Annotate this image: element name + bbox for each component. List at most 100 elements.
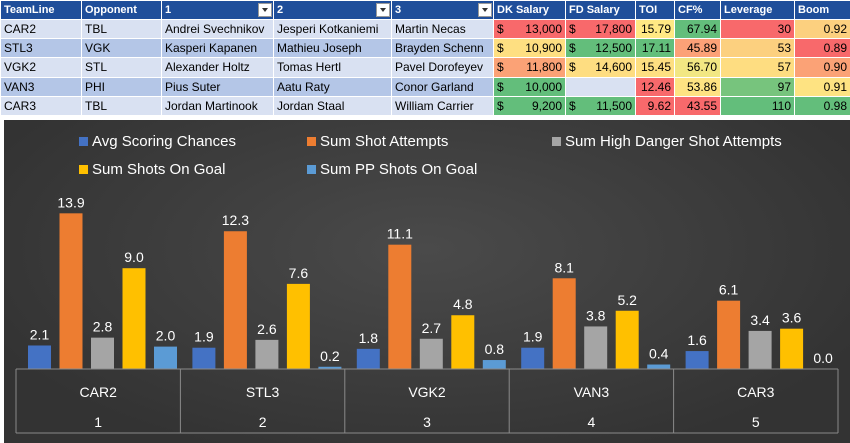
cell-boom[interactable]: 0.98 <box>794 95 850 117</box>
salary-value: 9,200 <box>531 98 562 113</box>
cell-teamline[interactable]: VGK2 <box>0 57 82 78</box>
cell-player2[interactable]: Mathieu Joseph <box>273 38 392 59</box>
legend-swatch <box>79 137 88 146</box>
cell-leverage[interactable]: 53 <box>720 38 795 59</box>
cell-opponent[interactable]: STL <box>81 57 162 78</box>
cell-boom[interactable]: 0.90 <box>794 57 850 78</box>
cell-boom[interactable]: 0.91 <box>794 76 850 97</box>
cell-dk-salary[interactable]: $10,000 <box>493 76 566 97</box>
currency-symbol: $ <box>569 60 576 75</box>
cell-dk-salary[interactable]: $13,000 <box>493 18 566 40</box>
cell-toi[interactable]: 15.79 <box>635 18 675 40</box>
cell-leverage[interactable]: 97 <box>720 76 795 97</box>
cell-teamline[interactable]: CAR2 <box>0 18 82 40</box>
cell-fd-salary[interactable]: $11,500 <box>565 95 636 117</box>
cell-teamline[interactable]: VAN3 <box>0 76 82 97</box>
filter-dropdown-icon[interactable] <box>478 3 492 17</box>
bar <box>255 339 279 369</box>
bar <box>419 338 443 369</box>
col-header-boom: Boom <box>794 0 850 20</box>
cell-player1[interactable]: Andrei Svechnikov <box>161 18 274 40</box>
cell-player1[interactable]: Alexander Holtz <box>161 57 274 78</box>
category-sub-label: 1 <box>94 414 102 430</box>
cell-leverage[interactable]: 57 <box>720 57 795 78</box>
category-label: CAR2 <box>80 384 118 400</box>
bar <box>685 351 709 369</box>
cell-boom[interactable]: 0.89 <box>794 38 850 59</box>
cell-fd-salary[interactable]: $14,600 <box>565 57 636 78</box>
cell-opponent[interactable]: VGK <box>81 38 162 59</box>
data-label: 5.2 <box>617 292 637 308</box>
cell-player3[interactable]: Pavel Dorofeyev <box>391 57 494 78</box>
bar <box>223 231 247 369</box>
col-header-dk-salary: DK Salary <box>493 0 566 20</box>
cell-dk-salary[interactable]: $10,900 <box>493 38 566 59</box>
legend-label: Sum PP Shots On Goal <box>320 161 477 178</box>
bar <box>388 244 412 369</box>
cell-fd-salary[interactable]: $17,800 <box>565 18 636 40</box>
data-label: 1.8 <box>359 330 379 346</box>
bar <box>122 268 146 369</box>
bar <box>552 278 576 369</box>
cell-fd-salary[interactable]: $12,500 <box>565 38 636 59</box>
data-label: 7.6 <box>289 265 309 281</box>
cell-player2[interactable]: Jordan Staal <box>273 95 392 117</box>
cell-toi[interactable]: 12.46 <box>635 76 675 97</box>
cell-fd-salary[interactable] <box>565 76 636 97</box>
cell-cf[interactable]: 53.86 <box>674 76 721 97</box>
legend-swatch <box>307 165 316 174</box>
cell-dk-salary[interactable]: $11,800 <box>493 57 566 78</box>
cell-boom[interactable]: 0.92 <box>794 18 850 40</box>
salary-value: 14,600 <box>595 60 632 75</box>
data-label: 3.4 <box>750 312 770 328</box>
cell-player3[interactable]: William Carrier <box>391 95 494 117</box>
col-header-opponent: Opponent <box>81 0 162 20</box>
cell-opponent[interactable]: PHI <box>81 76 162 97</box>
data-label: 12.3 <box>222 212 249 228</box>
cell-leverage[interactable]: 110 <box>720 95 795 117</box>
filter-dropdown-icon[interactable] <box>376 3 390 17</box>
bar <box>154 346 177 369</box>
bar <box>647 364 671 369</box>
header-row: TeamLine Opponent 1 2 3 DK Salary FD Sal… <box>0 0 850 20</box>
cell-player2[interactable]: Jesperi Kotkaniemi <box>273 18 392 40</box>
salary-value: 17,800 <box>595 22 632 37</box>
currency-symbol: $ <box>497 41 504 56</box>
data-label: 13.9 <box>57 194 84 210</box>
cell-player2[interactable]: Aatu Raty <box>273 76 392 97</box>
cell-teamline[interactable]: CAR3 <box>0 95 82 117</box>
bar <box>192 347 216 369</box>
data-label: 3.6 <box>782 310 802 326</box>
cell-opponent[interactable]: TBL <box>81 18 162 40</box>
cell-leverage[interactable]: 30 <box>720 18 795 40</box>
legend-swatch <box>552 137 561 146</box>
filter-dropdown-icon[interactable] <box>258 3 272 17</box>
cell-player1[interactable]: Kasperi Kapanen <box>161 38 274 59</box>
cell-player2[interactable]: Tomas Hertl <box>273 57 392 78</box>
cell-opponent[interactable]: TBL <box>81 95 162 117</box>
category-label: VAN3 <box>574 384 610 400</box>
cell-toi[interactable]: 9.62 <box>635 95 675 117</box>
currency-symbol: $ <box>569 22 576 37</box>
cell-dk-salary[interactable]: $9,200 <box>493 95 566 117</box>
cell-cf[interactable]: 56.70 <box>674 57 721 78</box>
cell-cf[interactable]: 67.94 <box>674 18 721 40</box>
bar <box>584 326 608 369</box>
bar <box>451 315 475 369</box>
cell-cf[interactable]: 45.89 <box>674 38 721 59</box>
bar <box>521 347 545 369</box>
cell-toi[interactable]: 15.45 <box>635 57 675 78</box>
salary-value: 12,500 <box>595 41 632 56</box>
legend-swatch <box>79 165 88 174</box>
cell-player3[interactable]: Brayden Schenn <box>391 38 494 59</box>
cell-toi[interactable]: 17.11 <box>635 38 675 59</box>
data-label: 0.2 <box>320 348 340 364</box>
cell-player1[interactable]: Jordan Martinook <box>161 95 274 117</box>
cell-player1[interactable]: Pius Suter <box>161 76 274 97</box>
cell-player3[interactable]: Conor Garland <box>391 76 494 97</box>
bar <box>717 300 741 369</box>
cell-teamline[interactable]: STL3 <box>0 38 82 59</box>
data-label: 6.1 <box>719 282 739 298</box>
cell-player3[interactable]: Martin Necas <box>391 18 494 40</box>
cell-cf[interactable]: 43.55 <box>674 95 721 117</box>
